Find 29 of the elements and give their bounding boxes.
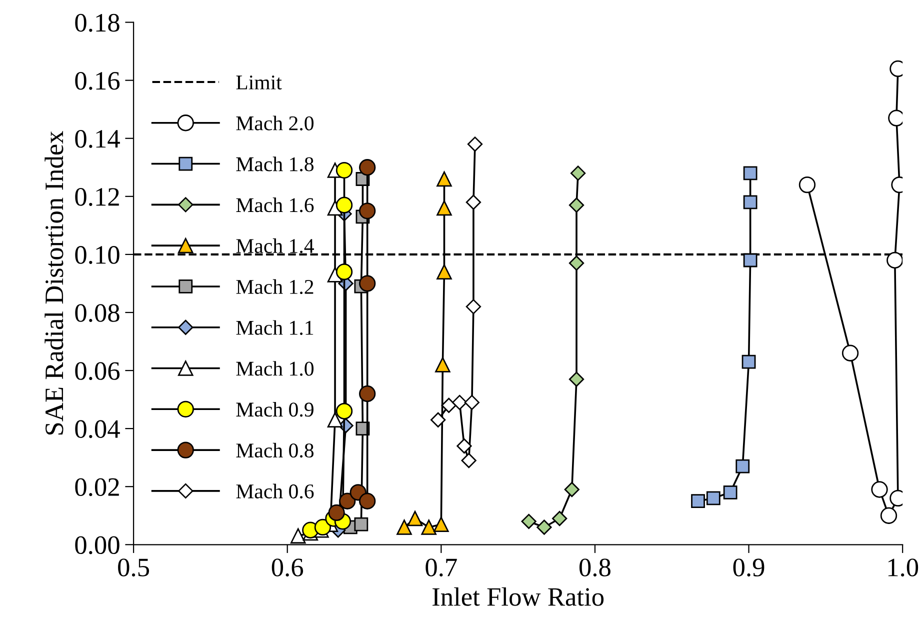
x-tick-label: 1.0 — [888, 558, 918, 577]
legend-label: Mach 0.9 — [236, 402, 314, 417]
x-tick-label: 0.9 — [733, 558, 764, 577]
legend-label: Mach 1.0 — [236, 361, 314, 376]
legend-label: Mach 1.6 — [236, 198, 314, 212]
x-axis-title: Inlet Flow Ratio — [432, 587, 604, 606]
legend-label: Mach 0.6 — [236, 484, 314, 499]
legend-label: Mach 0.8 — [236, 442, 314, 458]
legend-label: Mach 1.8 — [236, 156, 314, 172]
y-tick-label: 0.02 — [75, 478, 119, 496]
y-tick-label: 0.00 — [75, 536, 120, 554]
y-tick-label: 0.14 — [75, 130, 120, 148]
legend-label: Limit — [236, 75, 282, 90]
legend-label: Mach 1.2 — [236, 279, 314, 294]
y-tick-label: 0.10 — [75, 246, 120, 264]
y-tick-label: 0.12 — [75, 188, 119, 206]
y-tick-label: 0.16 — [75, 72, 120, 90]
legend-label: Mach 2.0 — [236, 116, 314, 130]
y-tick-label: 0.06 — [75, 362, 120, 380]
x-tick-label: 0.7 — [426, 558, 457, 577]
y-tick-label: 0.04 — [75, 420, 120, 438]
x-tick-label: 0.6 — [272, 558, 304, 577]
y-axis-title: SAE Radial Distortion Index — [44, 130, 64, 435]
y-tick-label: 0.08 — [75, 304, 120, 322]
x-tick-label: 0.5 — [118, 558, 150, 577]
legend-label: Mach 1.1 — [236, 320, 314, 335]
x-tick-label: 0.8 — [579, 558, 610, 577]
legend-label: Mach 1.4 — [236, 238, 314, 254]
y-tick-label: 0.18 — [75, 14, 120, 32]
